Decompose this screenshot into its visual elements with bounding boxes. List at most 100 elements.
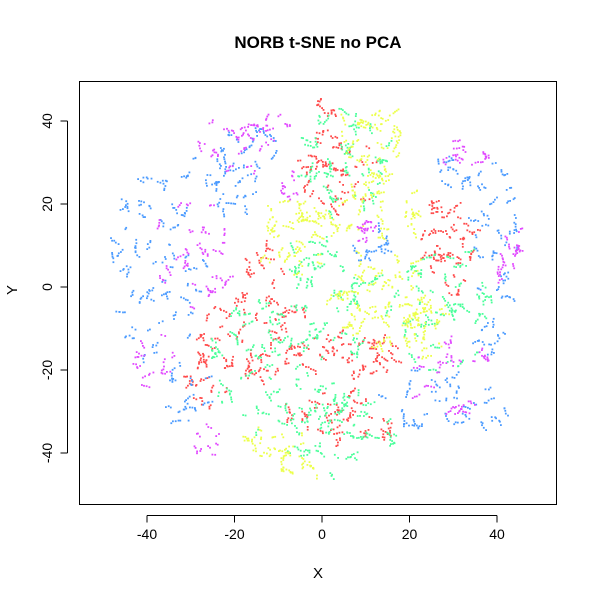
data-point [320,200,323,202]
data-point [217,155,219,157]
data-point [472,360,475,362]
data-point [162,368,165,371]
data-point [152,262,155,265]
data-point [441,211,443,213]
data-point [381,200,384,203]
data-point [370,250,373,253]
data-point [303,412,306,415]
data-point [291,414,293,417]
data-point [383,165,386,168]
data-point [206,184,208,187]
data-point [446,254,449,257]
data-point [414,369,416,372]
data-point [423,333,426,336]
data-point [274,318,277,320]
data-point [206,377,209,379]
data-point [424,323,427,326]
data-point [444,412,447,415]
data-point [340,143,342,146]
data-point [183,375,185,378]
data-point [498,419,501,422]
data-point [295,248,297,250]
data-point [224,162,227,165]
data-point [418,299,421,302]
data-point [167,268,169,271]
data-point [216,443,219,446]
data-point [302,341,305,343]
data-point [134,246,136,249]
data-point [301,434,303,437]
data-point [236,343,239,346]
data-point [233,333,235,336]
data-point [248,369,251,372]
data-point [389,418,392,420]
data-point [218,391,220,394]
data-point [281,450,284,453]
data-point [396,259,399,261]
data-point [406,345,408,347]
data-point [486,214,489,217]
data-point [462,185,464,188]
data-point [267,247,270,250]
data-point [299,354,301,357]
data-point [377,216,380,218]
data-point [476,249,479,252]
data-point [402,322,405,325]
data-point [226,364,228,367]
data-point [218,163,221,166]
data-point [486,356,489,359]
data-point [215,182,218,185]
data-point [434,327,437,330]
data-point [428,234,430,236]
data-point [236,339,239,342]
data-point [248,145,251,148]
data-point [403,425,405,428]
data-point [351,390,354,393]
data-point [203,333,205,335]
data-point [269,128,271,131]
data-point [466,309,469,312]
data-point [341,190,344,193]
data-point [289,198,292,201]
data-point [383,341,385,344]
data-point [384,168,387,170]
data-point [298,175,300,178]
data-point [405,211,407,214]
data-point [432,368,435,371]
data-point [281,341,284,344]
data-point [322,392,324,395]
data-point [334,209,337,212]
data-point [347,191,350,194]
data-point [393,359,396,361]
data-point [486,353,489,356]
data-point [437,371,439,373]
data-point [362,282,364,284]
data-point [186,284,189,287]
data-point [323,455,326,458]
data-point [202,379,205,381]
data-point [406,391,409,393]
data-point [450,157,453,160]
data-point [457,371,460,374]
data-point [269,319,272,322]
data-point [285,454,287,457]
data-point [134,251,137,254]
data-point [171,356,174,359]
data-point [159,219,162,221]
data-point [329,253,331,255]
data-point [250,165,253,167]
data-point [291,170,294,173]
y-axis-label: Y [4,285,21,295]
data-point [420,323,423,326]
data-point [239,328,242,331]
data-point [436,211,439,213]
data-point [269,133,271,136]
data-point [383,281,386,283]
data-point [173,367,176,370]
data-point [273,258,275,261]
data-point [367,284,370,286]
data-point [254,160,257,163]
data-point [381,288,384,291]
data-point [329,217,332,219]
data-point [433,207,436,209]
